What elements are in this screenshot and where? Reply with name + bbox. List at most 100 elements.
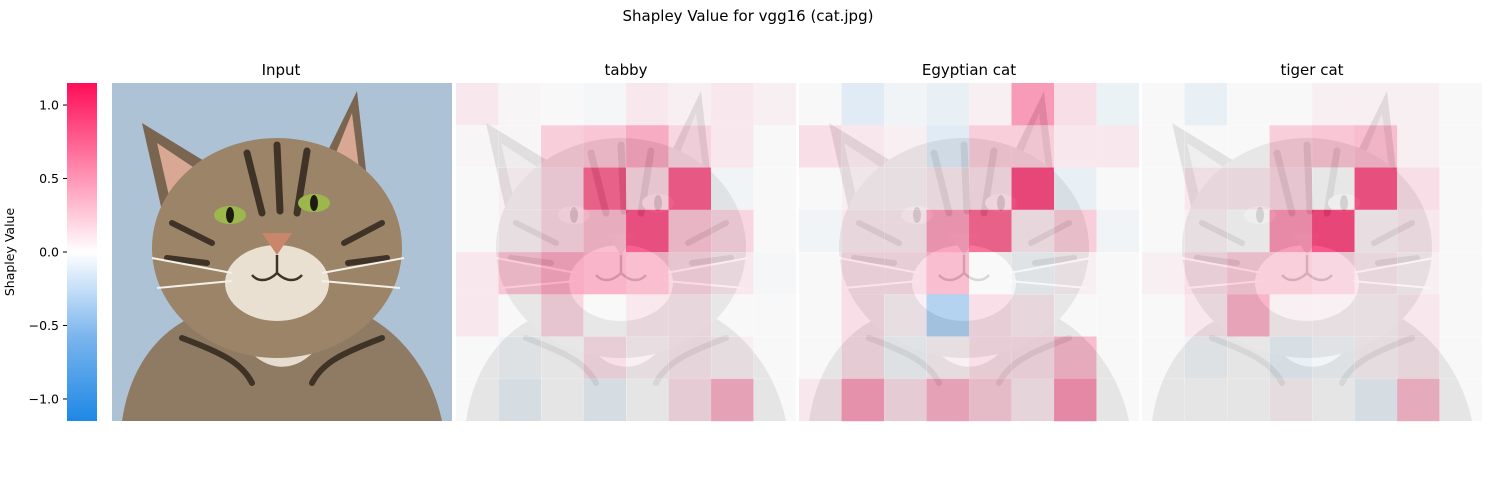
heatmap-cell <box>1227 83 1270 126</box>
heatmap-cell <box>1269 125 1313 168</box>
heatmap-cell <box>626 378 669 422</box>
heatmap-cell <box>1354 336 1398 380</box>
heatmap-cell <box>1054 167 1097 211</box>
heatmap-cell <box>884 83 927 126</box>
heatmap-cell <box>711 83 754 126</box>
heatmap-cell <box>841 83 885 126</box>
heatmap-cell <box>753 378 797 422</box>
heatmap-cell <box>1354 83 1398 126</box>
heatmap-cell <box>668 167 712 211</box>
heatmap-cell <box>1142 83 1185 126</box>
heatmap-cell <box>753 209 797 253</box>
heatmap-cell <box>1312 83 1355 126</box>
heatmap-cell <box>1312 378 1355 422</box>
heatmap-cell <box>1439 209 1483 253</box>
heatmap-cell <box>841 252 885 295</box>
heatmap-cell <box>799 336 842 380</box>
heatmap-cell <box>711 294 754 337</box>
heatmap-cell <box>753 336 797 380</box>
heatmap-cell <box>668 209 712 253</box>
colorbar-ticks: 1.0 0.5 0.0 −0.5 −1.0 <box>29 98 67 406</box>
heatmap-cell <box>1096 378 1140 422</box>
heatmap-cell <box>1354 252 1398 295</box>
heatmap-cell <box>884 294 927 337</box>
heatmap-cell <box>1142 167 1185 211</box>
heatmap-cell <box>583 336 627 380</box>
heatmap-cell <box>841 125 885 168</box>
heatmap-cell <box>1184 378 1228 422</box>
heatmap-cell <box>456 294 499 337</box>
heatmap-cell <box>668 252 712 295</box>
heatmap-cell <box>1142 336 1185 380</box>
heatmap-cell <box>1142 125 1185 168</box>
heatmap-cell <box>456 125 499 168</box>
heatmap-cell <box>1397 252 1440 295</box>
heatmap-cell <box>1011 252 1055 295</box>
heatmap-cell <box>626 252 669 295</box>
heatmap-cell <box>498 378 542 422</box>
heatmap-cell <box>1269 252 1313 295</box>
heatmap-cell <box>799 378 842 422</box>
heatmap-cell <box>884 125 927 168</box>
heatmap-cell <box>1142 378 1185 422</box>
heatmap-cell <box>1227 125 1270 168</box>
heatmap-cell <box>1054 125 1097 168</box>
heatmap-cell <box>1227 378 1270 422</box>
heatmap-cell <box>1184 294 1228 337</box>
heatmap-cell <box>969 294 1012 337</box>
heatmap-cell <box>1397 336 1440 380</box>
heatmap-cell <box>1096 83 1140 126</box>
heatmap-cell <box>1269 83 1313 126</box>
heatmap-cell <box>1227 294 1270 337</box>
figure-title: Shapley Value for vgg16 (cat.jpg) <box>623 7 874 25</box>
heatmap-cell <box>841 209 885 253</box>
heatmap-cell <box>1354 378 1398 422</box>
heatmap-cell <box>1397 167 1440 211</box>
heatmap-cell <box>1054 378 1097 422</box>
heatmap-cell <box>884 378 927 422</box>
heatmap-cell <box>926 336 970 380</box>
heatmap-cell <box>541 252 584 295</box>
heatmap-cell <box>456 83 499 126</box>
heatmap-cell <box>841 336 885 380</box>
heatmap-cell <box>626 294 669 337</box>
heatmap-cell <box>926 252 970 295</box>
heatmap-title: tabby <box>605 61 648 79</box>
heatmap-cell <box>926 209 970 253</box>
heatmap-cell <box>799 83 842 126</box>
heatmap-cell <box>1269 167 1313 211</box>
heatmap-cell <box>753 83 797 126</box>
heatmap-cell <box>711 209 754 253</box>
heatmap-cell <box>1439 294 1483 337</box>
heatmap-cell <box>711 252 754 295</box>
heatmap-cell <box>1096 209 1140 253</box>
heatmap-cell <box>498 83 542 126</box>
heatmap-cell <box>1054 252 1097 295</box>
heatmap-cell <box>884 252 927 295</box>
heatmap-cell <box>456 167 499 211</box>
heatmap-cell <box>926 167 970 211</box>
heatmap-cell <box>1184 252 1228 295</box>
heatmap-cell <box>456 252 499 295</box>
heatmap-cell <box>1184 83 1228 126</box>
heatmap-cell <box>1096 252 1140 295</box>
colorbar-label: Shapley Value <box>2 208 17 297</box>
heatmap-cell <box>583 294 627 337</box>
heatmap-title: Egyptian cat <box>922 61 1016 79</box>
heatmap-cell <box>1054 83 1097 126</box>
heatmap-cell <box>626 209 669 253</box>
heatmap-cell <box>926 125 970 168</box>
heatmap-cell <box>1011 209 1055 253</box>
heatmap-cell <box>668 125 712 168</box>
heatmap-cell <box>498 167 542 211</box>
heatmap-cell <box>541 294 584 337</box>
heatmap-cell <box>753 294 797 337</box>
heatmap-cell <box>668 294 712 337</box>
heatmap-cell <box>1011 294 1055 337</box>
heatmap-cell <box>1227 167 1270 211</box>
heatmap-cell <box>1312 336 1355 380</box>
heatmap-cell <box>1354 167 1398 211</box>
heatmap-cell <box>799 209 842 253</box>
heatmap-cell <box>969 252 1012 295</box>
heatmap-cell <box>1312 294 1355 337</box>
